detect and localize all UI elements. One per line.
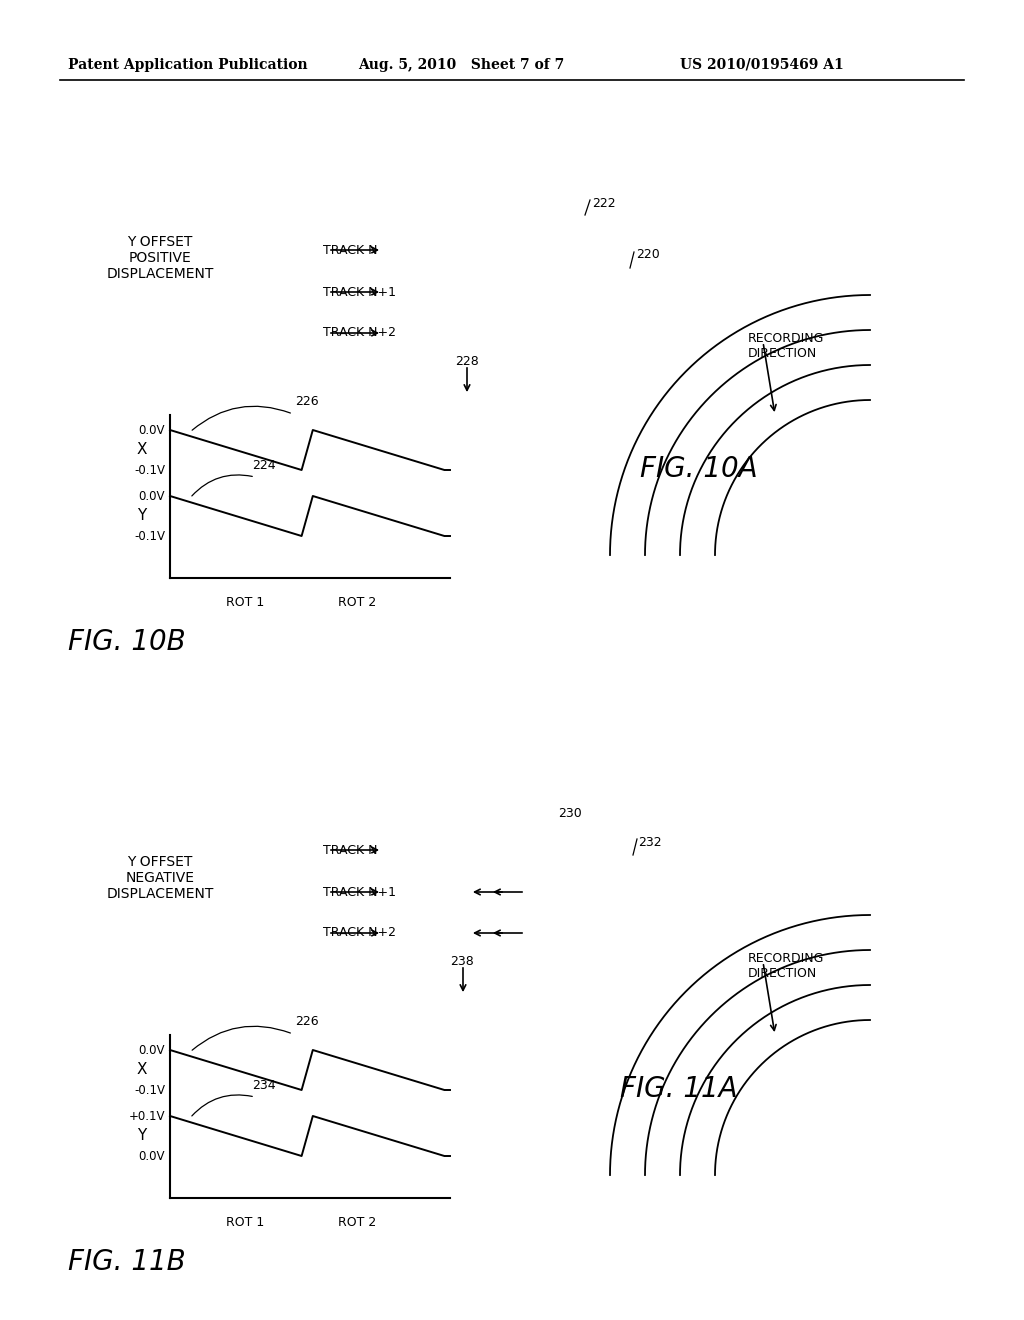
Text: 234: 234 [252,1078,275,1092]
Text: 0.0V: 0.0V [138,1044,165,1056]
Text: TRACK N+1: TRACK N+1 [323,285,396,298]
Text: 220: 220 [636,248,659,261]
Text: RECORDING
DIRECTION: RECORDING DIRECTION [748,952,824,979]
Text: 226: 226 [295,1015,318,1028]
Text: 230: 230 [558,807,582,820]
Text: ROT 2: ROT 2 [339,1216,377,1229]
Text: 0.0V: 0.0V [138,424,165,437]
Text: TRACK N+1: TRACK N+1 [323,886,396,899]
Text: TRACK N: TRACK N [323,243,378,256]
Text: FIG. 11B: FIG. 11B [68,1247,185,1276]
Text: TRACK N+2: TRACK N+2 [323,927,396,940]
Text: 0.0V: 0.0V [138,490,165,503]
Text: TRACK N+2: TRACK N+2 [323,326,396,339]
Text: 228: 228 [455,355,479,368]
Text: 224: 224 [252,459,275,473]
Text: FIG. 10A: FIG. 10A [640,455,758,483]
Text: Y: Y [137,508,146,524]
Text: 226: 226 [295,395,318,408]
Text: ROT 1: ROT 1 [226,597,265,609]
Text: TRACK N: TRACK N [323,843,378,857]
Text: X: X [137,1063,147,1077]
Text: X: X [137,442,147,458]
Text: 0.0V: 0.0V [138,1150,165,1163]
Text: Aug. 5, 2010   Sheet 7 of 7: Aug. 5, 2010 Sheet 7 of 7 [358,58,564,73]
Text: 222: 222 [592,197,615,210]
Text: 238: 238 [450,954,474,968]
Text: Patent Application Publication: Patent Application Publication [68,58,307,73]
Text: -0.1V: -0.1V [134,529,165,543]
Text: -0.1V: -0.1V [134,463,165,477]
Text: Y OFFSET
POSITIVE
DISPLACEMENT: Y OFFSET POSITIVE DISPLACEMENT [106,235,214,281]
Text: -0.1V: -0.1V [134,1084,165,1097]
Text: Y OFFSET
NEGATIVE
DISPLACEMENT: Y OFFSET NEGATIVE DISPLACEMENT [106,855,214,902]
Text: 232: 232 [638,836,662,849]
Text: US 2010/0195469 A1: US 2010/0195469 A1 [680,58,844,73]
Text: RECORDING
DIRECTION: RECORDING DIRECTION [748,333,824,360]
Text: ROT 2: ROT 2 [339,597,377,609]
Text: FIG. 10B: FIG. 10B [68,628,185,656]
Text: FIG. 11A: FIG. 11A [620,1074,737,1104]
Text: Y: Y [137,1129,146,1143]
Text: ROT 1: ROT 1 [226,1216,265,1229]
Text: +0.1V: +0.1V [128,1110,165,1122]
